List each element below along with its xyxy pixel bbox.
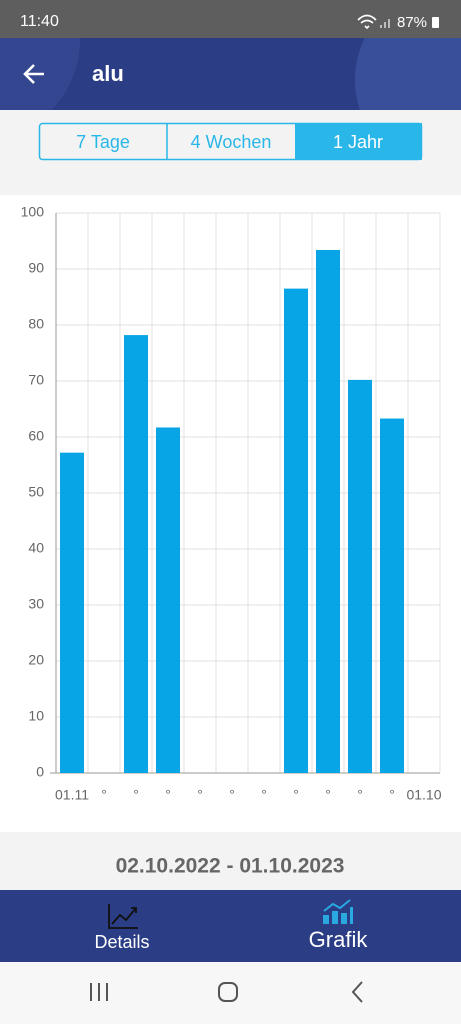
back-button[interactable] bbox=[23, 64, 44, 84]
system-back-button[interactable] bbox=[351, 981, 363, 1003]
header-decor bbox=[0, 38, 461, 110]
x-tick-label: ° bbox=[325, 787, 331, 803]
bar bbox=[380, 418, 404, 773]
x-tick-label: ° bbox=[229, 787, 235, 803]
tab-selected-bg bbox=[295, 123, 422, 160]
system-nav bbox=[0, 962, 461, 1024]
bar bbox=[284, 288, 308, 773]
bar bbox=[60, 452, 84, 773]
nav-item[interactable]: Grafik bbox=[309, 927, 369, 952]
status-time: 11:40 bbox=[20, 13, 59, 30]
x-tick-label: ° bbox=[261, 787, 267, 803]
y-tick-label: 0 bbox=[36, 764, 44, 780]
grafik-icon bbox=[323, 899, 353, 924]
y-tick-label: 50 bbox=[28, 484, 44, 500]
x-tick-label: ° bbox=[101, 787, 107, 803]
x-tick-label: ° bbox=[197, 787, 203, 803]
x-tick-label: 01.11 bbox=[55, 787, 89, 803]
chart: 0 10 20 30 40 50 60 70 80 90 100 01.11 ° ° ° ° ° ° ° ° ° ° 01.… bbox=[21, 204, 442, 803]
status-bar bbox=[0, 0, 461, 38]
y-tick-label: 70 bbox=[28, 372, 44, 388]
tab[interactable]: 4 Wochen bbox=[191, 132, 272, 152]
x-tick-label: ° bbox=[165, 787, 171, 803]
header-title: alu bbox=[92, 61, 124, 86]
date-range: 02.10.2022 - 01.10.2023 bbox=[116, 855, 345, 878]
wifi-icon bbox=[357, 14, 377, 30]
signal-icon bbox=[380, 19, 390, 28]
tab[interactable]: 1 Jahr bbox=[333, 132, 383, 152]
y-tick-label: 40 bbox=[28, 540, 44, 556]
bar bbox=[156, 427, 180, 773]
date-area bbox=[0, 832, 461, 890]
bottom-nav bbox=[0, 890, 461, 962]
details-icon bbox=[108, 904, 138, 929]
y-tick-label: 30 bbox=[28, 596, 44, 612]
y-tick-label: 60 bbox=[28, 428, 44, 444]
x-tick-label: 01.10 bbox=[406, 787, 441, 803]
home-button[interactable] bbox=[218, 982, 238, 1002]
y-tick-label: 20 bbox=[28, 652, 44, 668]
battery-text: 87% bbox=[397, 14, 427, 31]
tab-frame bbox=[38, 122, 423, 161]
nav-item[interactable]: Details bbox=[94, 932, 149, 952]
y-tick-label: 100 bbox=[21, 204, 45, 220]
x-tick-label: ° bbox=[133, 787, 139, 803]
y-tick-label: 10 bbox=[28, 708, 44, 724]
y-tick-label: 80 bbox=[28, 316, 44, 332]
battery-icon bbox=[432, 17, 439, 28]
tab[interactable]: 7 Tage bbox=[76, 132, 130, 152]
bar bbox=[316, 249, 340, 773]
y-tick-label: 90 bbox=[28, 260, 44, 276]
x-tick-label: ° bbox=[293, 787, 299, 803]
x-tick-label: ° bbox=[357, 787, 363, 803]
recents-button[interactable] bbox=[90, 983, 108, 1001]
bar bbox=[124, 335, 148, 773]
x-tick-label: ° bbox=[389, 787, 395, 803]
bar bbox=[348, 379, 372, 773]
